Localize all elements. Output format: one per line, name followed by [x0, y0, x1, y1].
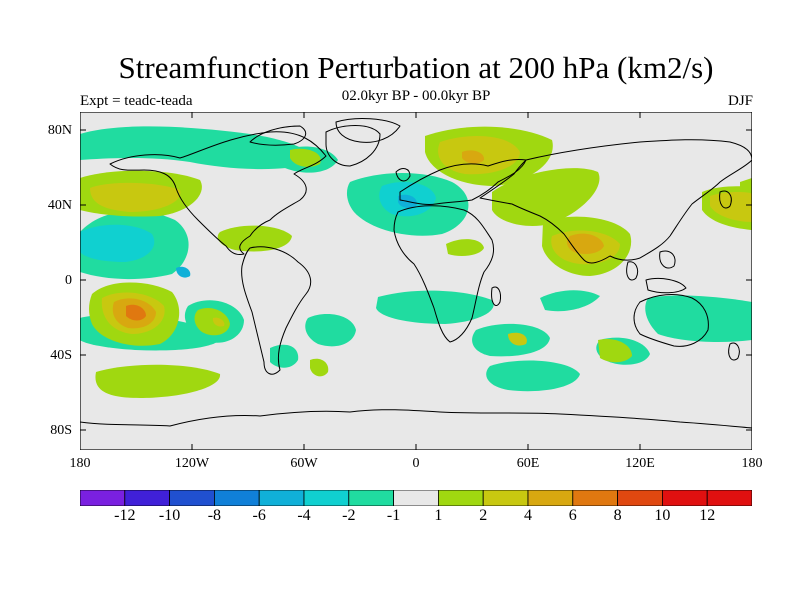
experiment-label: Expt = teadc-teada [80, 93, 193, 109]
colorbar-label: -4 [297, 507, 311, 524]
colorbar-box [124, 490, 170, 506]
y-tick-label: 80N [47, 123, 72, 138]
colorbar-label: 4 [524, 507, 532, 524]
x-tick-label: 0 [412, 456, 420, 471]
x-tick-label: 180 [69, 456, 91, 471]
x-tick-label: 120E [625, 456, 655, 471]
colorbar-box [482, 490, 529, 506]
colorbar-label: -1 [386, 507, 401, 524]
map-background [80, 112, 752, 450]
x-tick-label: 60E [516, 456, 540, 471]
colorbar-label: 1 [434, 507, 443, 524]
colorbar-box [258, 490, 305, 506]
period-label: 02.0kyr BP - 00.0kyr BP [341, 88, 491, 104]
colorbar-box [213, 490, 260, 506]
world-map-plot [80, 112, 752, 450]
positive-8-contours [126, 304, 146, 321]
map-title: Streamfunction Perturbation at 200 hPa (… [118, 50, 714, 85]
y-tick-label: 40S [50, 348, 72, 363]
colorbar-box [169, 490, 215, 506]
season-label: DJF [727, 93, 753, 109]
colorbar-label: 12 [699, 507, 716, 524]
colorbar-label: -2 [342, 507, 356, 524]
colorbar-box [572, 490, 618, 506]
colorbar-label: -6 [252, 507, 266, 524]
axis-ticks [80, 112, 752, 450]
colorbar-box [617, 490, 663, 506]
colorbar-box [303, 490, 350, 506]
coastlines [80, 118, 752, 429]
colorbar-box [706, 490, 752, 506]
x-tick-label: 60W [290, 456, 318, 471]
contour-fill-layer [80, 126, 752, 398]
colorbar-label: 8 [613, 507, 622, 524]
colorbar-box [437, 490, 484, 506]
y-tick-label: 40N [47, 198, 72, 213]
colorbar-box [80, 490, 126, 506]
colorbar-label: 6 [568, 507, 577, 524]
colorbar-label: 10 [654, 507, 671, 524]
colorbar-box [393, 490, 439, 506]
colorbar [80, 490, 752, 506]
y-tick-label: 80S [50, 423, 72, 438]
colorbar-label: 2 [479, 507, 488, 524]
y-tick-label: 0 [65, 273, 72, 288]
colorbar-label: -8 [207, 507, 222, 524]
x-tick-label: 120W [174, 456, 210, 471]
colorbar-label: -10 [158, 507, 181, 524]
x-tick-label: 180 [741, 456, 763, 471]
colorbar-box [662, 490, 708, 506]
colorbar-box [348, 490, 394, 506]
colorbar-label: -12 [114, 507, 136, 524]
colorbar-box [527, 490, 574, 506]
